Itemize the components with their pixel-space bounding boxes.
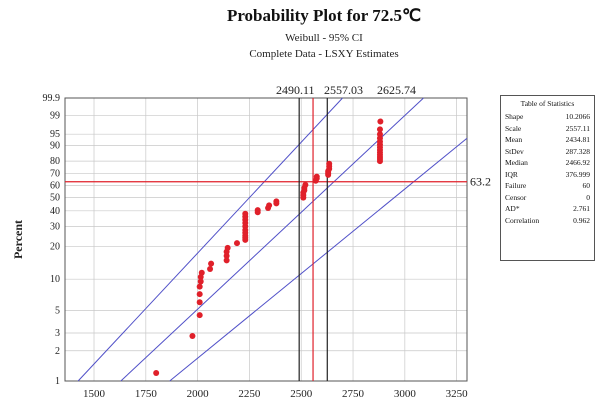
data-point xyxy=(223,257,230,264)
data-point xyxy=(207,265,214,272)
statistics-value: 376.999 xyxy=(565,169,590,179)
y-tick-label: 80 xyxy=(50,156,60,167)
vertical-reference-label: 2557.03 xyxy=(324,83,363,97)
statistics-table: Table of Statistics Shape 10.2066 Scale 255… xyxy=(500,95,595,261)
data-point xyxy=(208,260,215,267)
y-tick-label: 20 xyxy=(50,242,60,253)
data-point xyxy=(376,126,383,133)
statistics-label: Censor xyxy=(505,192,527,202)
data-point xyxy=(266,202,273,209)
y-tick-label: 2 xyxy=(55,346,60,357)
x-tick-label: 2250 xyxy=(238,388,261,400)
y-tick-label: 3 xyxy=(55,328,60,339)
statistics-row: Mean 2434.81 xyxy=(505,134,590,146)
data-point xyxy=(198,269,205,276)
statistics-value: 2466.92 xyxy=(565,158,590,167)
data-point xyxy=(377,118,384,125)
data-point xyxy=(326,160,333,167)
x-tick-label: 2000 xyxy=(187,388,210,400)
statistics-label: Median xyxy=(505,158,528,167)
x-tick-label: 2750 xyxy=(342,388,365,400)
y-tick-label: 99.9 xyxy=(43,93,61,104)
y-tick-label: 90 xyxy=(50,141,60,152)
data-point xyxy=(313,173,320,180)
statistics-row: Censor 0 xyxy=(505,192,590,204)
data-point xyxy=(196,283,203,290)
y-tick-label: 50 xyxy=(50,193,60,204)
statistics-row: Correlation 0.962 xyxy=(505,215,590,227)
y-tick-label: 95 xyxy=(50,129,60,140)
vertical-reference-label: 2625.74 xyxy=(377,83,416,97)
data-point xyxy=(273,198,280,205)
statistics-table-rows: Shape 10.2066 Scale 2557.11 Mean 2434.81 StDev… xyxy=(505,111,590,226)
data-point xyxy=(302,181,309,188)
statistics-row: Shape 10.2066 xyxy=(505,111,590,123)
data-point xyxy=(196,312,203,319)
statistics-label: StDev xyxy=(505,146,524,156)
ci-upper-bound-line xyxy=(77,97,343,382)
data-point xyxy=(233,240,240,247)
data-point xyxy=(376,131,383,138)
data-point xyxy=(196,291,203,298)
reference-line-label: 63.2 xyxy=(470,175,491,189)
y-tick-label: 30 xyxy=(50,221,60,232)
y-axis-label: Percent xyxy=(11,220,25,259)
statistics-value: 10.2066 xyxy=(565,112,590,121)
statistics-label: AD* xyxy=(505,204,520,213)
x-tick-label: 1750 xyxy=(135,388,158,400)
data-point xyxy=(196,299,203,306)
statistics-label: IQR xyxy=(505,169,518,179)
plot-frame xyxy=(64,97,468,382)
x-tick-label: 1500 xyxy=(83,388,106,400)
chart-subtitle-distribution: Weibull - 95% CI xyxy=(285,32,363,44)
y-tick-label: 99 xyxy=(50,111,60,122)
x-tick-label: 2500 xyxy=(290,388,313,400)
statistics-row: AD* 2.761 xyxy=(505,203,590,215)
statistics-value: 2.761 xyxy=(573,204,590,213)
statistics-label: Shape xyxy=(505,112,524,121)
data-point xyxy=(197,278,204,285)
data-point xyxy=(242,210,249,217)
data-point xyxy=(254,207,261,214)
y-tick-label: 1 xyxy=(55,376,60,387)
statistics-table-title: Table of Statistics xyxy=(520,99,575,108)
statistics-value: 60 xyxy=(582,181,591,190)
statistics-label: Scale xyxy=(505,123,522,133)
statistics-value: 0 xyxy=(586,192,590,202)
y-tick-label: 5 xyxy=(55,305,60,316)
vertical-reference-label: 2490.11 xyxy=(276,83,315,97)
statistics-row: Failure 60 xyxy=(505,180,590,192)
statistics-label: Correlation xyxy=(505,215,540,225)
y-tick-label: 70 xyxy=(50,169,60,180)
statistics-row: StDev 287.328 xyxy=(505,146,590,158)
chart-subtitle-method: Complete Data - LSXY Estimates xyxy=(249,48,399,60)
statistics-row: Scale 2557.11 xyxy=(505,123,590,135)
statistics-value: 287.328 xyxy=(565,146,590,156)
statistics-value: 2434.81 xyxy=(565,135,590,144)
y-tick-label: 60 xyxy=(50,181,60,192)
fit-line xyxy=(120,97,424,382)
statistics-value: 0.962 xyxy=(573,215,590,225)
data-point xyxy=(189,333,196,340)
x-tick-label: 3000 xyxy=(394,388,417,400)
chart-title: Probability Plot for 72.5℃ xyxy=(226,6,422,25)
y-tick-label: 40 xyxy=(50,206,60,217)
statistics-label: Failure xyxy=(505,181,527,190)
statistics-row: IQR 376.999 xyxy=(505,169,590,181)
ci-lower-bound-line xyxy=(169,137,468,382)
data-point xyxy=(223,252,230,259)
y-tick-label: 10 xyxy=(50,274,60,285)
data-point xyxy=(224,244,231,251)
statistics-label: Mean xyxy=(505,135,523,144)
data-point xyxy=(153,370,160,377)
statistics-value: 2557.11 xyxy=(565,123,590,133)
statistics-row: Median 2466.92 xyxy=(505,157,590,169)
x-tick-label: 3250 xyxy=(446,388,469,400)
